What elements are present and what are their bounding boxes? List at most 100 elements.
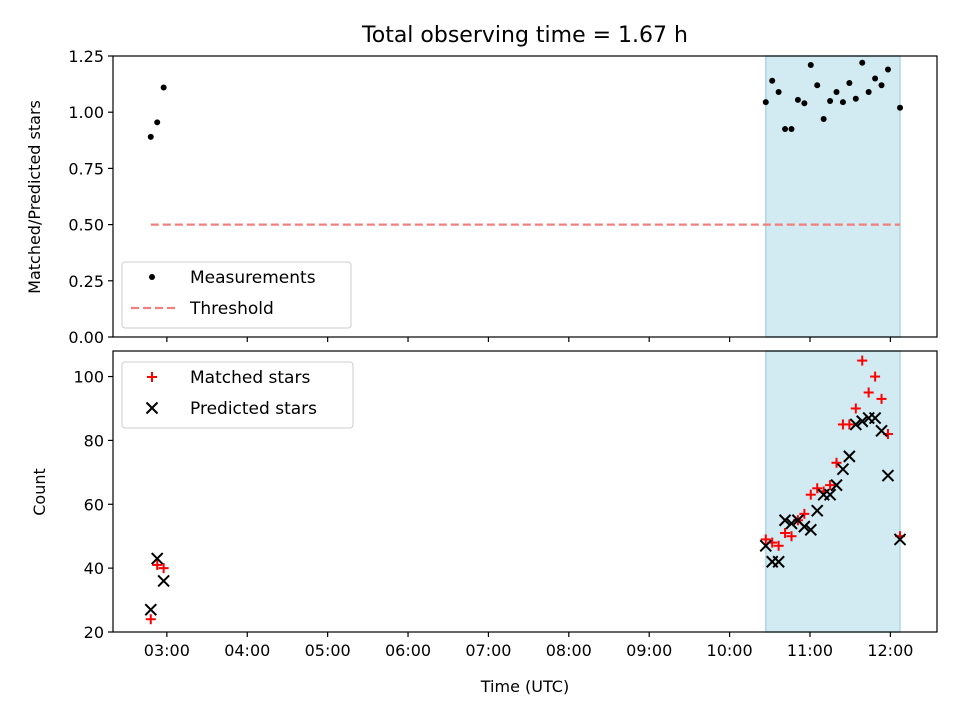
- predicted-star-d2: [778, 514, 792, 527]
- measurement-point: [827, 97, 834, 104]
- legend-label: Predicted stars: [190, 399, 317, 419]
- predicted-star-point: [759, 539, 772, 552]
- matched-star-point: [831, 457, 842, 468]
- x-tick-label: 08:00: [546, 641, 592, 660]
- predicted-star-d2: [823, 488, 837, 501]
- y-tick-label: 1.00: [68, 103, 104, 122]
- matched-star-point: [805, 489, 816, 500]
- x-tick-label: 04:00: [224, 641, 270, 660]
- matched-star-point: [870, 371, 881, 382]
- predicted-star-point: [836, 462, 850, 476]
- highlight-span: [765, 55, 901, 338]
- measurement-point: [878, 82, 885, 89]
- predicted-star-d2: [893, 533, 907, 546]
- chart-title: Total observing time = 1.67 h: [361, 23, 688, 48]
- legend-label: Threshold: [189, 299, 274, 319]
- predicted-star-point: [798, 520, 811, 533]
- measurement-point: [762, 99, 769, 106]
- legend-plus-icon: [147, 372, 157, 382]
- predicted-star-point: [849, 418, 863, 431]
- measurement-point: [801, 100, 808, 107]
- legend-label: Matched stars: [190, 368, 310, 388]
- matched-star-point: [145, 614, 156, 625]
- predicted-star-point: [856, 415, 869, 428]
- predicted-star-point: [843, 450, 856, 463]
- predicted-star-d2: [868, 411, 882, 425]
- matched-star-point: [760, 534, 771, 545]
- predicted-star-d2: [785, 517, 798, 530]
- measurement-point: [865, 88, 872, 95]
- predicted-star-point: [778, 514, 792, 527]
- measurement-point: [852, 95, 859, 102]
- predicted-star-d2: [836, 462, 850, 476]
- measurement-point: [794, 96, 801, 103]
- predicted-star-point: [823, 488, 837, 501]
- measurement-point: [897, 104, 904, 111]
- matched-star-point: [863, 387, 874, 398]
- measurement-point: [820, 115, 827, 122]
- y-tick-label: 40: [84, 559, 104, 578]
- measurement-point: [859, 59, 866, 66]
- predicted-star-point: [785, 517, 798, 530]
- predicted-star-point: [804, 523, 817, 537]
- y-tick-label: 100: [73, 368, 104, 387]
- predicted-star-d2: [843, 450, 856, 463]
- matched-star-point: [799, 508, 810, 519]
- predicted-star-d2: [830, 478, 843, 492]
- predicted-star-d2: [804, 523, 817, 537]
- predicted-star-point: [811, 504, 824, 517]
- predicted-star-point: [893, 533, 907, 546]
- predicted-star-point: [868, 411, 882, 425]
- predicted-star-d2: [856, 415, 869, 428]
- legend-x-d2: [145, 401, 159, 415]
- predicted-star-point: [875, 424, 888, 438]
- matched-star-point: [780, 528, 791, 539]
- predicted-star-d2: [157, 574, 170, 588]
- measurement-point: [814, 82, 821, 89]
- axes-frame: [112, 55, 938, 338]
- predicted-star-d2: [875, 424, 888, 438]
- predicted-star-d2: [849, 418, 863, 431]
- legend-dot-icon: [149, 274, 155, 280]
- y-tick-label: 20: [84, 623, 104, 642]
- measurement-point: [833, 88, 840, 95]
- y-tick-label: 0.50: [68, 216, 104, 235]
- top-panel-ylabel: Matched/Predicted stars: [25, 100, 44, 294]
- legend: Matched stars Predicted stars: [121, 361, 354, 429]
- matched-star-point: [850, 403, 861, 414]
- matched-star-point: [844, 419, 855, 430]
- x-tick-label: 11:00: [787, 641, 833, 660]
- legend-box: [121, 261, 352, 329]
- predicted-star-d2: [759, 539, 772, 552]
- top-panel-ratio: 0.00 0.25 0.50 0.75 1.00 1.25 Measurements Thre…: [68, 47, 938, 347]
- measurement-point: [839, 99, 846, 106]
- x-tick-label: 12:00: [867, 641, 913, 660]
- measurement-point: [807, 61, 814, 68]
- matched-star-point: [152, 559, 163, 570]
- bottom-panel-counts: 20 40 60 80 100 03:00 04:00 05:00 06:00 07:00 08:0…: [73, 350, 938, 660]
- y-tick-label: 0.25: [68, 272, 104, 291]
- measurement-point: [788, 126, 795, 133]
- legend-x-icon: [145, 401, 159, 415]
- measurement-point: [884, 66, 891, 73]
- predicted-star-d2: [791, 514, 805, 527]
- matched-star-point: [825, 480, 836, 491]
- measurement-point: [147, 133, 154, 140]
- predicted-star-point: [881, 469, 895, 482]
- y-tick-label: 80: [84, 431, 104, 450]
- measurement-point: [775, 88, 782, 95]
- matched-star-point: [876, 393, 887, 404]
- matched-star-point: [812, 483, 823, 494]
- matched-star-point: [786, 531, 797, 542]
- predicted-star-point: [144, 603, 157, 616]
- x-axis-label: Time (UTC): [480, 677, 569, 696]
- x-tick-label: 10:00: [707, 641, 753, 660]
- predicted-star-point: [157, 574, 170, 588]
- measurement-point: [160, 84, 167, 91]
- measurement-point: [154, 119, 161, 126]
- x-tick-label: 05:00: [305, 641, 351, 660]
- x-tick-label: 06:00: [385, 641, 431, 660]
- x-tick-label: 07:00: [465, 641, 511, 660]
- predicted-star-d2: [798, 520, 811, 533]
